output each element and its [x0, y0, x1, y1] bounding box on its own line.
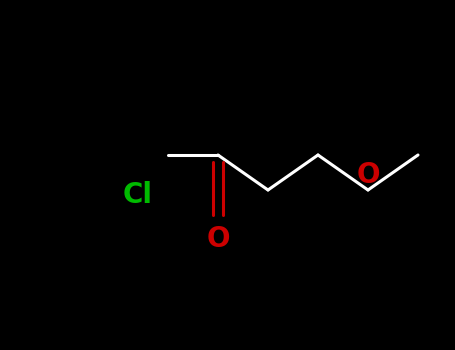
Text: O: O	[206, 225, 230, 253]
Text: Cl: Cl	[123, 181, 153, 209]
Text: O: O	[356, 161, 380, 189]
